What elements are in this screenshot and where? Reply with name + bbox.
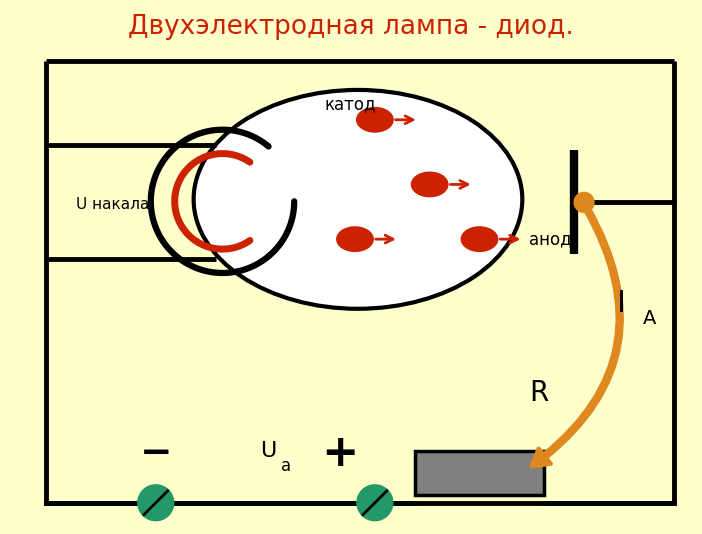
Ellipse shape [336, 226, 374, 252]
Ellipse shape [411, 171, 449, 198]
Text: A: A [643, 309, 656, 328]
Circle shape [138, 485, 173, 521]
Text: Двухэлектродная лампа - диод.: Двухэлектродная лампа - диод. [128, 14, 574, 40]
Text: I: I [617, 289, 626, 318]
Ellipse shape [356, 107, 394, 133]
Text: анод: анод [529, 230, 572, 248]
Text: a: a [282, 457, 291, 475]
Bar [415, 451, 544, 495]
Text: U: U [260, 441, 277, 461]
Circle shape [357, 485, 393, 521]
Text: U накала: U накала [76, 197, 150, 212]
Text: +: + [322, 431, 359, 475]
Text: катод: катод [324, 96, 376, 114]
Text: R: R [529, 379, 549, 407]
Ellipse shape [461, 226, 498, 252]
FancyArrowPatch shape [531, 209, 622, 466]
Text: −: − [140, 434, 172, 472]
Circle shape [574, 192, 594, 213]
Ellipse shape [194, 90, 522, 309]
